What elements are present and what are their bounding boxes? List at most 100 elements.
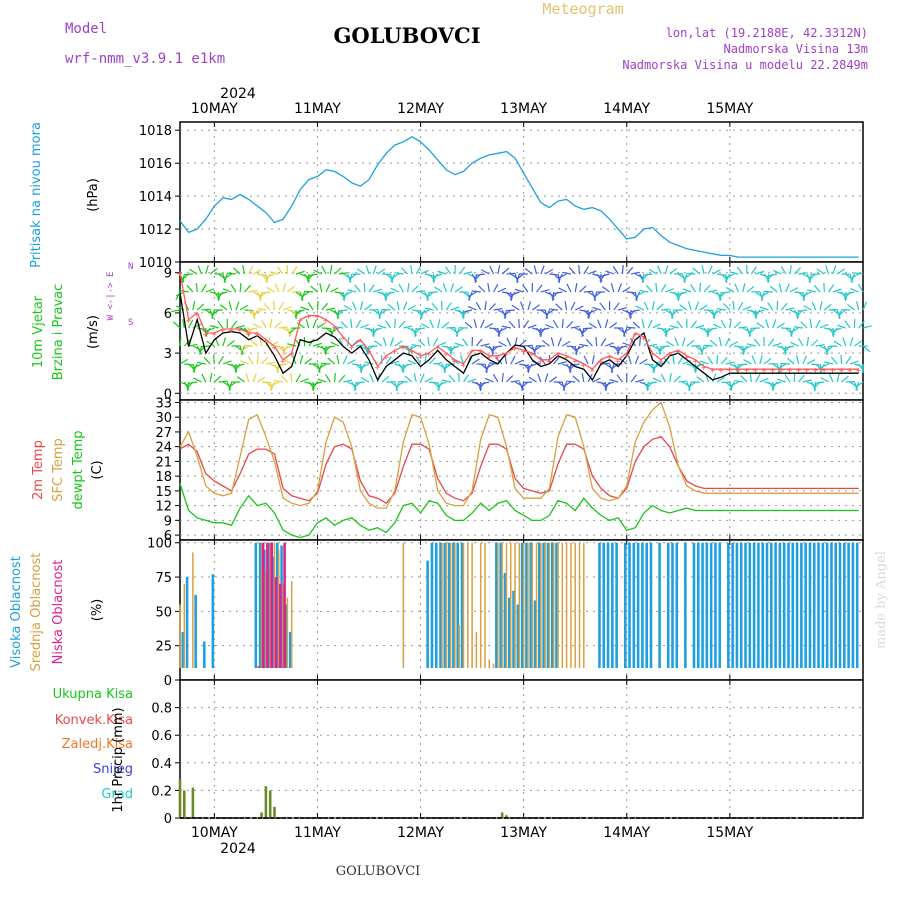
wind-barb — [265, 273, 268, 284]
wind-barb — [823, 303, 832, 311]
cloud-bar — [185, 577, 189, 668]
wind-barb — [784, 374, 791, 383]
wind-barb — [790, 327, 795, 337]
wind-barb — [416, 290, 426, 293]
wind-barb — [853, 272, 864, 275]
wind-barb — [672, 354, 675, 365]
wind-barb — [462, 338, 469, 347]
wind-barb — [561, 340, 571, 347]
wind-barb — [850, 287, 859, 293]
wind-barb — [742, 345, 745, 356]
wind-barb — [553, 356, 560, 365]
wind-barb — [394, 363, 404, 368]
wind-barb — [635, 305, 645, 311]
wind-barb — [785, 345, 795, 349]
wind-barb — [437, 381, 443, 391]
wind-barb — [324, 374, 331, 383]
wind-barb — [849, 360, 859, 365]
wind-barb — [420, 269, 430, 275]
wind-barb — [312, 319, 317, 329]
wind-barb — [330, 309, 339, 315]
gust-marker: + — [521, 347, 527, 357]
wind-barb — [564, 301, 568, 311]
wind-barb — [686, 272, 696, 275]
wind-barb — [310, 285, 318, 293]
cloud-bar — [598, 542, 601, 668]
wind-barb — [266, 286, 275, 293]
precip-bar — [273, 806, 276, 818]
wind-barb — [192, 345, 202, 351]
wind-barb — [265, 273, 275, 278]
wind-barb — [373, 327, 383, 332]
cloud-bar — [778, 542, 782, 668]
wind-barb — [855, 381, 864, 388]
wind-barb — [468, 291, 477, 298]
wind-barb — [819, 323, 829, 329]
wind-barb — [497, 287, 507, 293]
wind-barb — [604, 381, 611, 390]
wind-barb — [390, 287, 400, 293]
wind-barb — [587, 309, 593, 318]
wind-barb — [819, 363, 822, 373]
wind-barb — [354, 284, 361, 293]
wind-barb — [441, 379, 451, 383]
wind-barb — [583, 266, 590, 275]
wind-barb — [772, 269, 782, 275]
wind-barb — [669, 267, 678, 275]
wind-barb — [730, 381, 739, 387]
wind-barb — [256, 307, 267, 311]
wind-barb — [481, 269, 490, 275]
series-line-speed — [179, 292, 859, 382]
wind-barb — [687, 301, 692, 311]
wind-barb — [471, 381, 481, 386]
wind-barb — [802, 355, 808, 365]
wind-barb — [394, 340, 403, 347]
wind-barb — [776, 322, 785, 329]
wind-barb — [798, 272, 808, 275]
wind-barb — [348, 273, 357, 281]
wind-barb — [562, 363, 571, 368]
wind-barb — [218, 380, 228, 383]
wind-barb — [484, 322, 494, 329]
wind-barb — [819, 363, 825, 373]
wind-barb — [475, 338, 483, 347]
wind-barb — [540, 327, 550, 331]
wind-barb — [226, 340, 235, 347]
ytick-label: 50 — [155, 605, 172, 620]
wind-barb — [605, 270, 615, 275]
wind-barb — [634, 355, 640, 365]
wind-barb — [347, 381, 356, 387]
gust-marker: + — [495, 353, 501, 363]
series-line-SFC Temp — [179, 401, 859, 509]
wind-barb — [325, 307, 335, 311]
gust-marker: + — [203, 330, 209, 340]
wind-barb — [510, 379, 520, 383]
wind-compass: N W <-|-> E S — [106, 262, 133, 328]
wind-barb — [394, 272, 404, 275]
wind-barb — [296, 322, 305, 329]
wind-barb — [769, 285, 778, 293]
wind-barb — [768, 273, 778, 277]
cloud-bar — [847, 542, 850, 668]
wind-barb — [778, 283, 782, 293]
wind-barb — [523, 344, 533, 347]
series-line-2m Temp — [179, 436, 859, 505]
ytick-label: 1018 — [139, 124, 172, 139]
wind-barb — [390, 273, 396, 283]
wind-barb — [597, 319, 602, 329]
wind-barb — [419, 309, 426, 319]
ytick-label: 75 — [155, 571, 172, 586]
wind-barb — [450, 306, 460, 311]
wind-barb — [661, 308, 671, 311]
wind-barb — [627, 355, 632, 365]
wind-barb — [252, 309, 258, 319]
elevation-label: Nadmorska Visina 13m — [724, 42, 869, 56]
cloud-bar — [267, 542, 270, 668]
wind-barb — [759, 377, 769, 383]
wind-barb — [377, 268, 386, 275]
wind-barb — [209, 373, 213, 383]
wind-barb — [522, 284, 529, 293]
wind-barb — [669, 373, 672, 383]
wind-barb — [212, 354, 215, 365]
